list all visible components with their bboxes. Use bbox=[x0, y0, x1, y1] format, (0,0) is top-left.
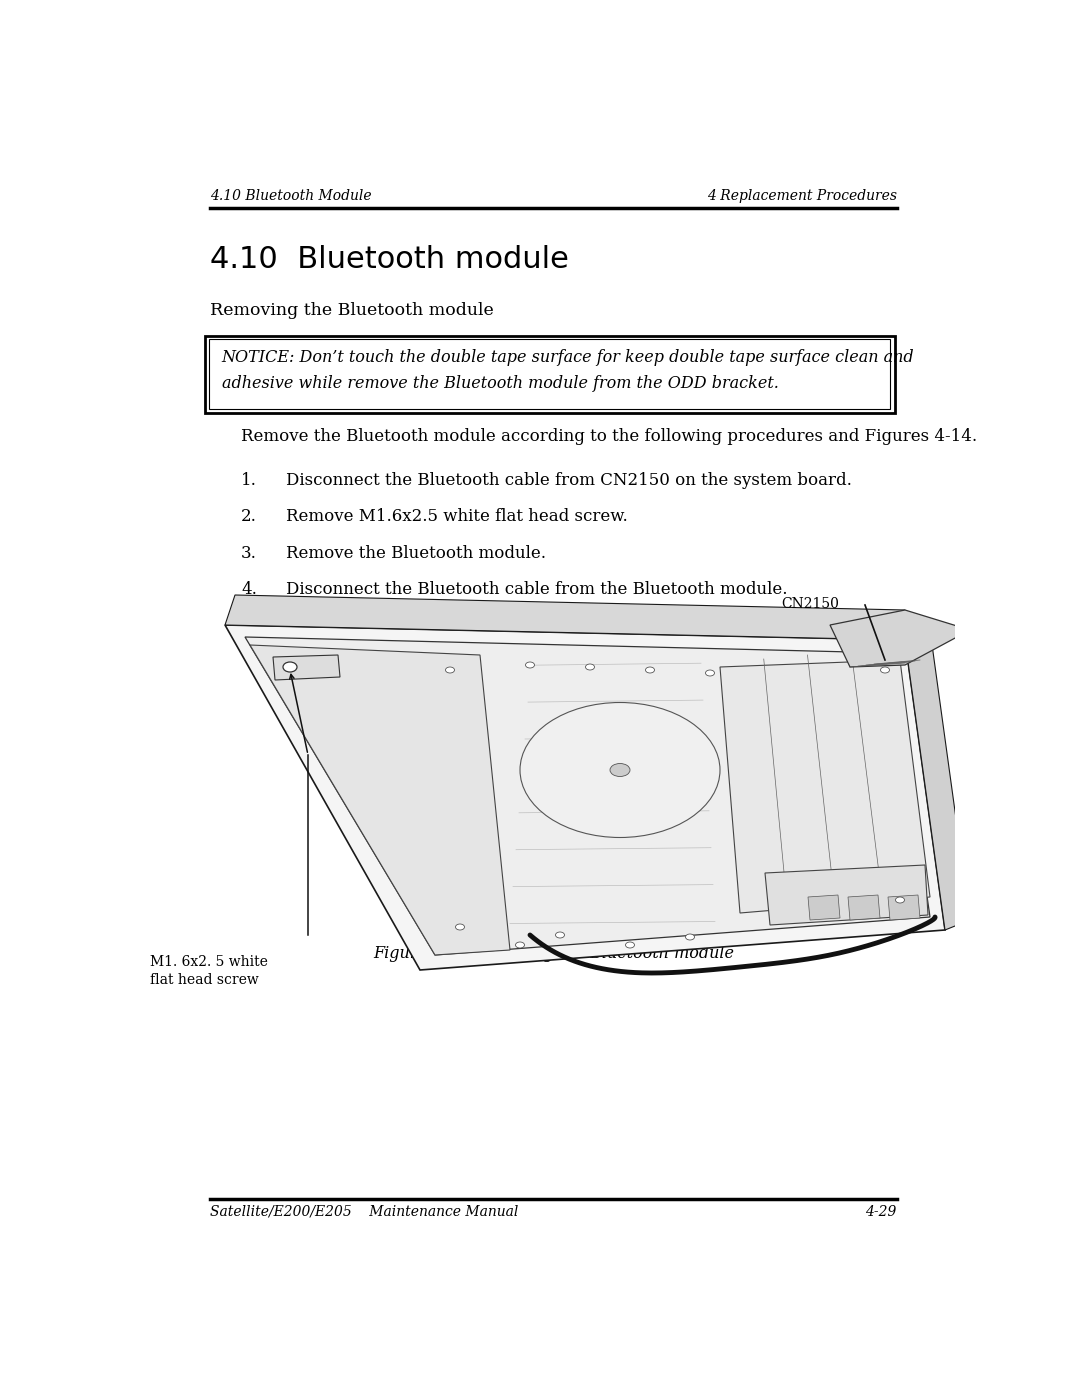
Polygon shape bbox=[245, 637, 930, 956]
Polygon shape bbox=[765, 865, 928, 925]
Polygon shape bbox=[249, 645, 510, 956]
Polygon shape bbox=[888, 895, 920, 921]
Text: Remove the Bluetooth module.: Remove the Bluetooth module. bbox=[286, 545, 546, 562]
Ellipse shape bbox=[646, 666, 654, 673]
Text: 4.10 Bluetooth Module: 4.10 Bluetooth Module bbox=[211, 189, 372, 203]
Ellipse shape bbox=[686, 935, 694, 940]
Text: 1.: 1. bbox=[241, 472, 257, 489]
Polygon shape bbox=[831, 610, 970, 666]
Ellipse shape bbox=[456, 923, 464, 930]
Text: 4-29: 4-29 bbox=[865, 1204, 896, 1218]
Polygon shape bbox=[225, 595, 905, 640]
Text: Remove M1.6x2.5 white flat head screw.: Remove M1.6x2.5 white flat head screw. bbox=[286, 509, 627, 525]
Polygon shape bbox=[808, 895, 840, 921]
Text: Satellite/E200/E205    Maintenance Manual: Satellite/E200/E205 Maintenance Manual bbox=[211, 1204, 518, 1218]
Ellipse shape bbox=[555, 932, 565, 937]
Polygon shape bbox=[848, 895, 880, 921]
Text: 4.: 4. bbox=[241, 581, 257, 598]
Ellipse shape bbox=[610, 764, 630, 777]
Text: Removing the Bluetooth module: Removing the Bluetooth module bbox=[211, 302, 494, 320]
Polygon shape bbox=[273, 655, 340, 680]
Text: 2.: 2. bbox=[241, 509, 257, 525]
Text: Disconnect the Bluetooth cable from the Bluetooth module.: Disconnect the Bluetooth cable from the … bbox=[286, 581, 787, 598]
Text: CN2150: CN2150 bbox=[781, 597, 839, 610]
Ellipse shape bbox=[445, 666, 455, 673]
Text: M1. 6x2. 5 white
flat head screw: M1. 6x2. 5 white flat head screw bbox=[150, 956, 268, 988]
Ellipse shape bbox=[895, 897, 904, 902]
Ellipse shape bbox=[585, 664, 594, 671]
Bar bbox=[205, 335, 894, 412]
Text: NOTICE: Don’t touch the double tape surface for keep double tape surface clean a: NOTICE: Don’t touch the double tape surf… bbox=[221, 349, 915, 391]
Text: 4.10  Bluetooth module: 4.10 Bluetooth module bbox=[211, 244, 569, 274]
Ellipse shape bbox=[705, 671, 715, 676]
Ellipse shape bbox=[283, 662, 297, 672]
Ellipse shape bbox=[625, 942, 635, 949]
Text: Disconnect the Bluetooth cable from CN2150 on the system board.: Disconnect the Bluetooth cable from CN21… bbox=[286, 472, 852, 489]
Ellipse shape bbox=[515, 942, 525, 949]
Text: 3.: 3. bbox=[241, 545, 257, 562]
Ellipse shape bbox=[880, 666, 890, 673]
Polygon shape bbox=[720, 659, 930, 914]
Text: Figure 4-14 Removing the Bluetooth module: Figure 4-14 Removing the Bluetooth modul… bbox=[373, 946, 734, 963]
Text: Remove the Bluetooth module according to the following procedures and Figures 4-: Remove the Bluetooth module according to… bbox=[241, 427, 977, 444]
Text: 4 Replacement Procedures: 4 Replacement Procedures bbox=[706, 189, 896, 203]
Bar bbox=[210, 339, 890, 409]
Ellipse shape bbox=[519, 703, 720, 837]
Polygon shape bbox=[225, 624, 945, 970]
Ellipse shape bbox=[526, 662, 535, 668]
Polygon shape bbox=[905, 630, 970, 930]
